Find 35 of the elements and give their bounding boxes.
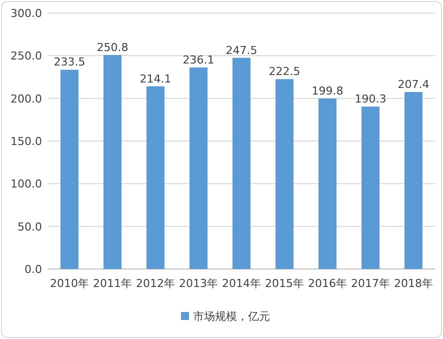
y-tick-label: 250.0 (10, 50, 42, 63)
x-tick-label: 2010年 (50, 277, 89, 290)
y-tick-label: 100.0 (10, 178, 42, 191)
data-label: 214.1 (140, 72, 172, 86)
x-tick-label: 2018年 (394, 277, 433, 290)
bar (190, 68, 208, 269)
bar (104, 54, 122, 269)
y-tick-label: 50.0 (18, 220, 42, 234)
y-tick-label: 300.0 (10, 7, 42, 20)
data-label: 190.3 (354, 92, 386, 106)
data-label: 236.1 (182, 54, 214, 67)
data-label: 233.5 (54, 56, 86, 69)
x-tick-label: 2016年 (308, 277, 347, 290)
bar (276, 79, 294, 269)
data-label: 199.8 (312, 84, 344, 98)
bar (232, 58, 250, 269)
bar (146, 86, 164, 269)
x-tick-label: 2015年 (265, 277, 304, 290)
data-label: 247.5 (226, 44, 258, 57)
y-tick-label: 150.0 (10, 135, 42, 148)
data-label: 207.4 (398, 78, 430, 92)
x-tick-label: 2012年 (136, 277, 175, 290)
y-tick-label: 200.0 (10, 92, 42, 106)
x-tick-label: 2017年 (351, 277, 390, 290)
bar (362, 106, 380, 269)
data-label: 250.8 (96, 40, 128, 54)
legend-label: 市场规模，亿元 (193, 310, 270, 323)
data-label: 222.5 (268, 65, 300, 78)
bar (318, 98, 336, 269)
x-tick-label: 2014年 (222, 277, 261, 290)
y-tick-label: 0.0 (24, 263, 42, 276)
bar (404, 92, 422, 269)
x-tick-label: 2013年 (179, 277, 218, 290)
x-tick-label: 2011年 (93, 277, 132, 290)
bar (60, 70, 78, 269)
